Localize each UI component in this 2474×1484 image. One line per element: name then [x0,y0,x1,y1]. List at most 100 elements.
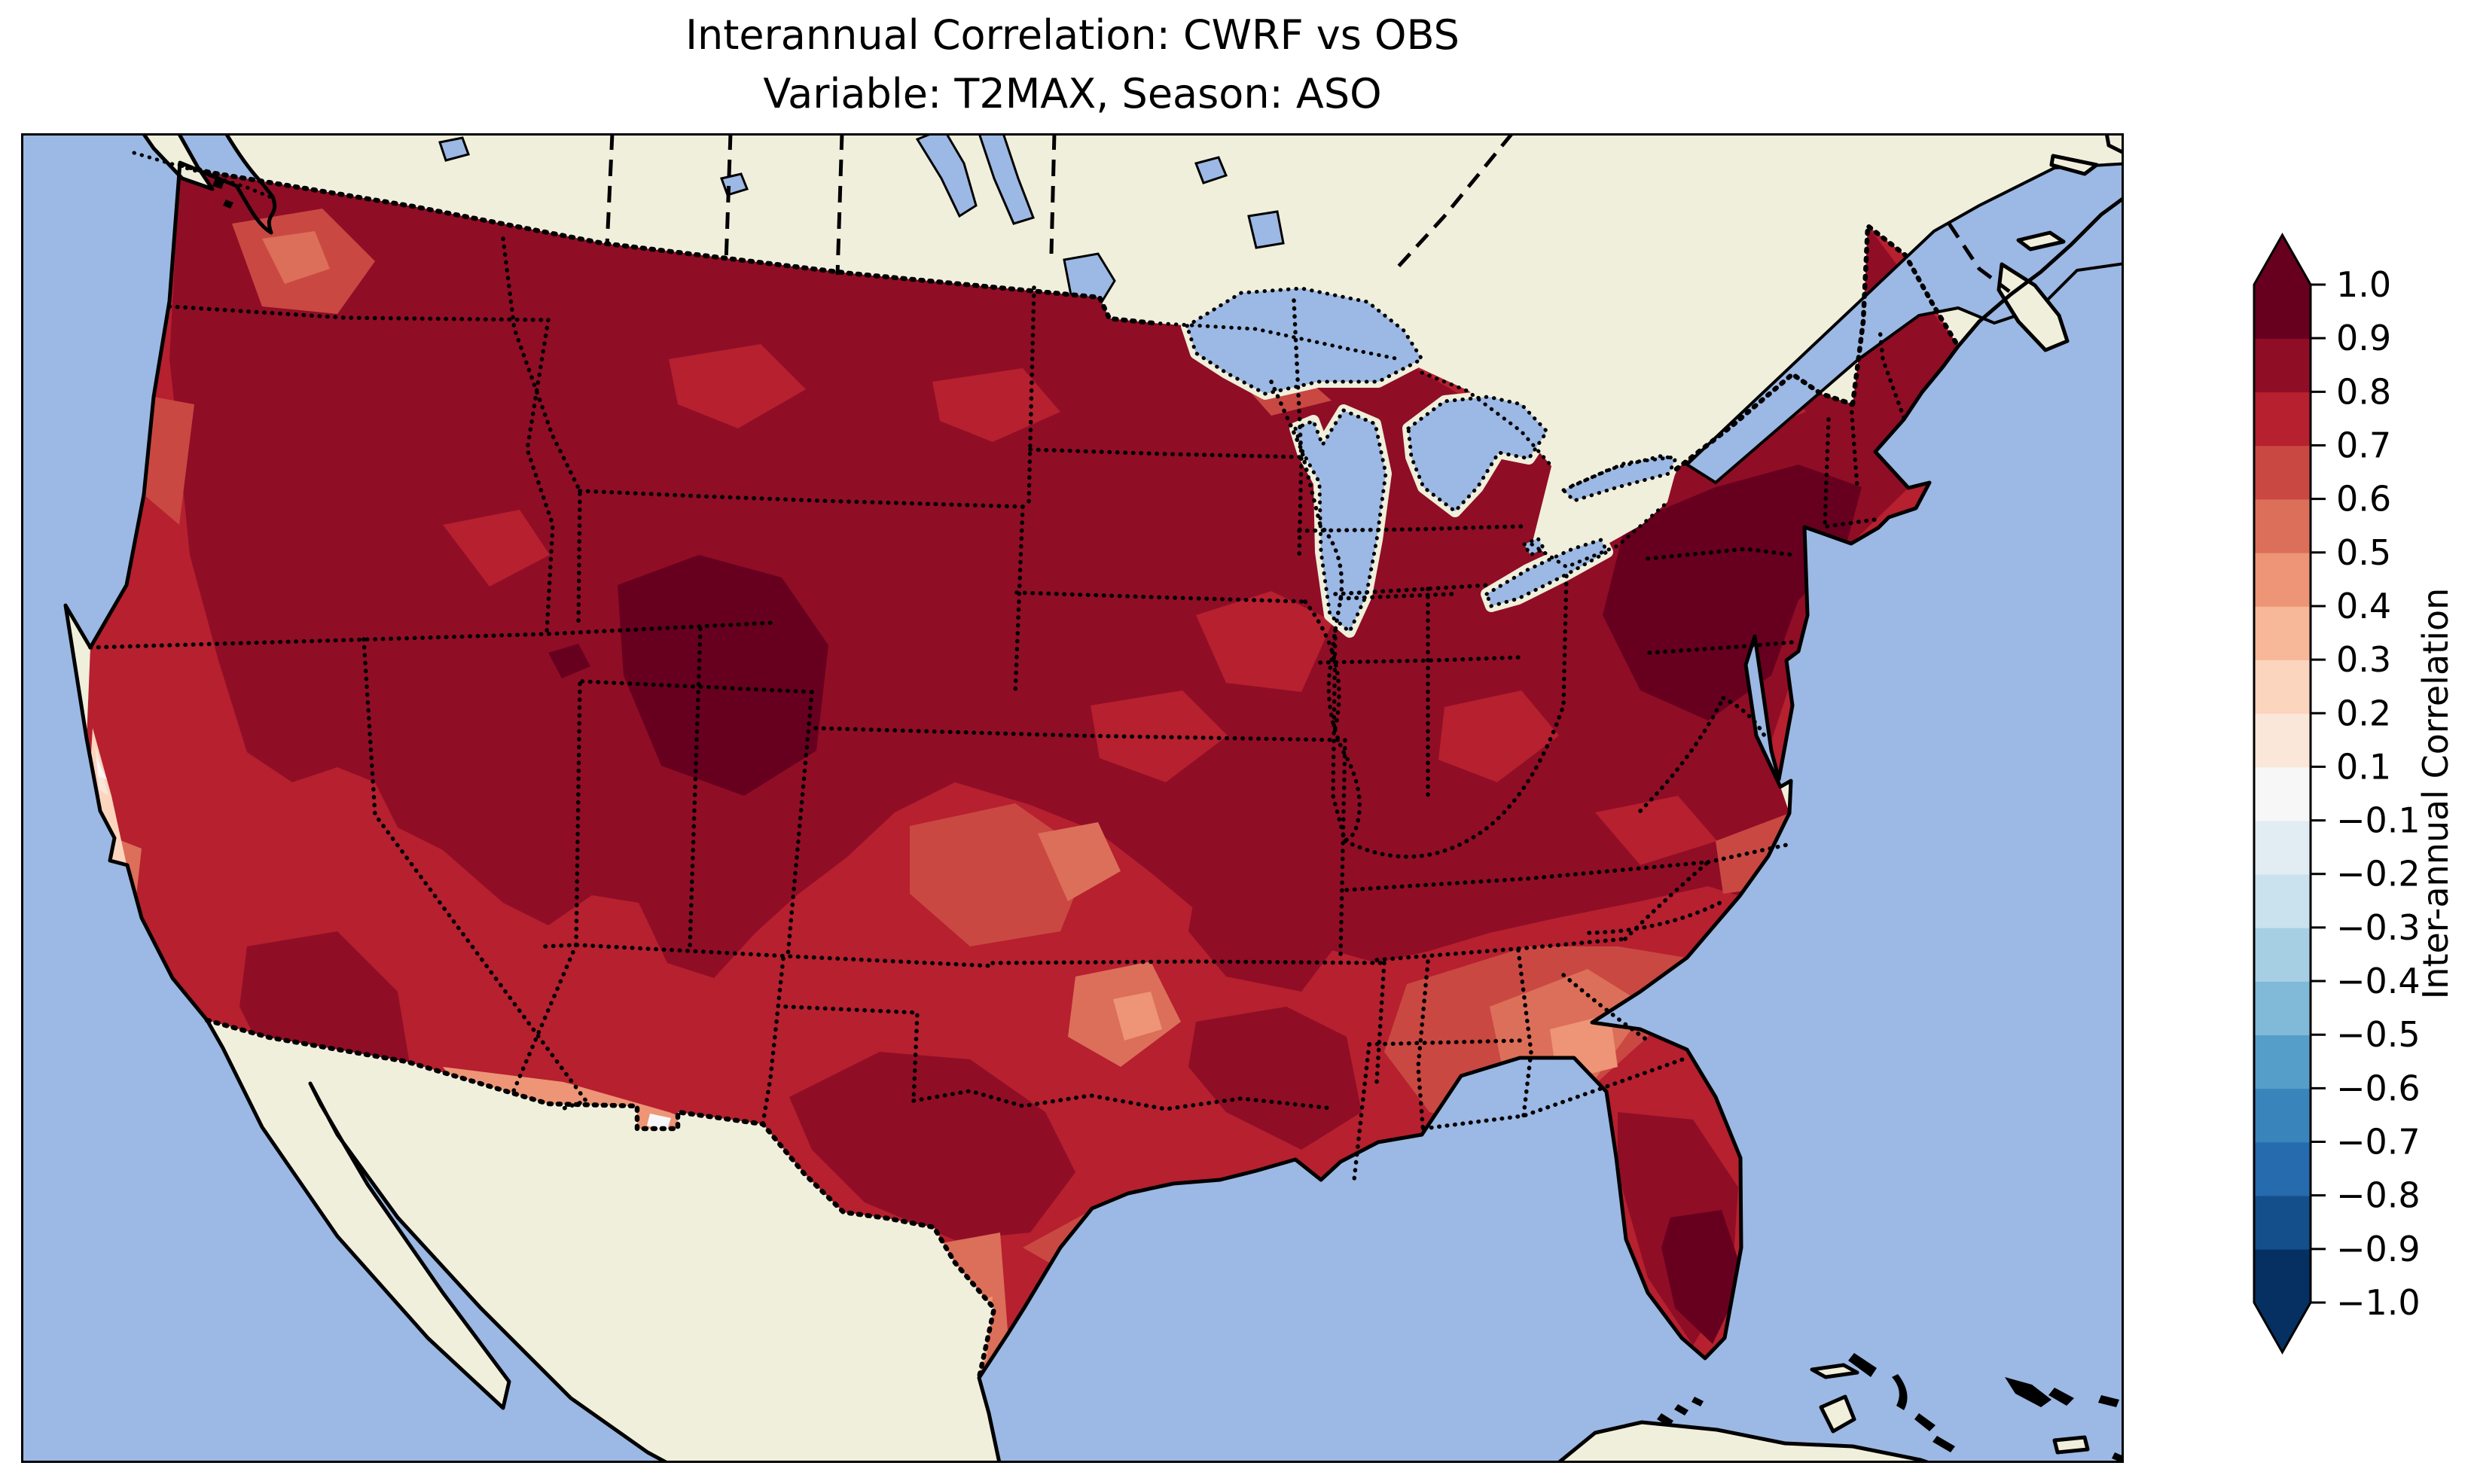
border-42n [88,620,776,650]
colorbar-segment [2254,1195,2311,1250]
border-fl-north [1421,1056,1689,1131]
border-mt-nd [1027,285,1036,506]
maroon-colorado-west [548,644,590,678]
anticosti-island [2049,154,2099,176]
border-lake-erie [1530,500,1670,569]
border-mn-ia [1297,524,1526,533]
colorbar-segment [2254,605,2311,660]
colorbar-tick-label: −0.6 [2336,1068,2421,1108]
title-line-1: Interannual Correlation: CWRF vs OBS [685,11,1460,59]
border-mn-west [1292,298,1304,561]
border-or-id [525,318,555,634]
border-mi-south [1333,583,1492,596]
water-boundaries [132,151,1677,569]
border-nd-sd [1028,447,1302,459]
border-ma-south [1825,517,1884,529]
colorbar-tick-label: −0.3 [2336,907,2421,948]
colorbar-tick-label: 0.9 [2336,318,2391,358]
colorbar-segment [2254,1248,2311,1303]
colorbar-tick-label: 0.3 [2336,639,2391,680]
colorbar-segment [2254,873,2311,928]
colorbar-tick-label: −0.9 [2336,1229,2421,1269]
colorbar-tick-label: −0.2 [2336,854,2421,894]
maroon-wyoming-colorado [618,555,828,796]
colorbar-segment [2254,498,2311,553]
lake-erie [1484,538,1609,608]
us-canada-border [177,162,1961,472]
maroon-northeast [1603,465,1862,721]
colorbar-body: 1.0 0.9 0.8 0.7 0.6 0.5 0.4 0.3 0.2 0.1 −0.1 −0.2 −0… [2253,232,2421,1355]
colorbar-tick-label: 1.0 [2336,264,2391,305]
map-plot [21,133,2124,1463]
border-pa-ny [1646,547,1795,561]
title-line-2: Variable: T2MAX, Season: ASO [763,70,1382,118]
border-az-nm [511,943,578,1093]
border-tn-nc [1623,860,1710,941]
border-mb-on [1049,133,1057,254]
grand-bahama [1810,1363,1859,1379]
hispaniola-east [2048,1388,2074,1406]
jamaica [2052,1435,2090,1455]
colorbar-tick-label: −0.5 [2336,1014,2421,1055]
border-me-nh [1878,327,1906,420]
border-ga-sc [1561,973,1650,1043]
border-va-nc [1706,843,1789,864]
border-mason-dixon [1647,640,1795,655]
border-ne-ks [813,726,1347,742]
great-lakes [1185,286,1677,634]
border-qc-nb [1947,222,2011,293]
border-nm-tx [761,956,786,1126]
andros-island [1819,1394,1856,1434]
border-vt-nh [1849,402,1859,489]
hispaniola [2005,1377,2051,1407]
border-wi-il [1338,592,1454,601]
border-ab-sk [605,133,615,247]
lake-st-clair [1522,536,1546,557]
border-lake-ontario [1570,455,1677,488]
colorbar-segment [2254,927,2311,982]
colorbar-arrow-under [2254,1303,2311,1352]
lake-nipigon [1247,210,1285,249]
colorbar-segment [2254,338,2311,393]
small-lake-ontario-north [1194,156,1228,184]
border-potomac [1721,696,1769,742]
cuba [1555,1420,1936,1463]
st-lawrence-gulf [1684,162,2124,485]
border-45n-mt [578,489,1027,509]
colorbar-axis-label: Inter-annual Correlation [2415,588,2456,1000]
canada-province-borders [605,133,2011,293]
lake-superior [1185,286,1424,396]
field-0p7-pockets [443,344,1806,865]
lake-huron [1406,395,1549,513]
colorbar-segment [2254,285,2311,339]
florida-keys [1657,1397,1704,1427]
border-sk-mb [724,133,733,264]
border-ne-ia [1303,599,1341,730]
small-lake-west [438,136,470,162]
border-wv-va [1638,696,1725,813]
puerto-rico [2098,1395,2119,1407]
border-red-river [911,1089,1334,1111]
gulf-islands-wa [212,178,233,209]
border-mississippi-river [1269,379,1362,843]
colorbar-segment [2254,981,2311,1036]
chart-title: Interannual Correlation: CWRF vs OBS Var… [21,6,2124,124]
us-mexico-border [204,1017,997,1381]
border-al-ga [1516,948,1533,1118]
colorbar-segment [2254,766,2311,821]
border-tn-south [1374,937,1627,962]
border-oh-pa [1561,574,1569,708]
border-ohio-river [1343,703,1566,859]
colorbar-tick-label: −0.4 [2336,961,2421,1001]
colorbar-segment [2254,713,2311,768]
border-ar-la [1367,1038,1522,1047]
colorbar-tick-label: 0.6 [2336,479,2391,520]
border-ia-mo [1318,655,1522,665]
colorbar-tick-label: −0.8 [2336,1175,2421,1216]
colorbar-tick-label: 0.2 [2336,693,2391,733]
border-wy-south [580,679,814,694]
colorbar-tick-label: 0.4 [2336,586,2391,626]
border-37n [543,943,995,968]
colorbar-segment [2254,1141,2311,1196]
border-tx-panhandle [783,1004,920,1103]
